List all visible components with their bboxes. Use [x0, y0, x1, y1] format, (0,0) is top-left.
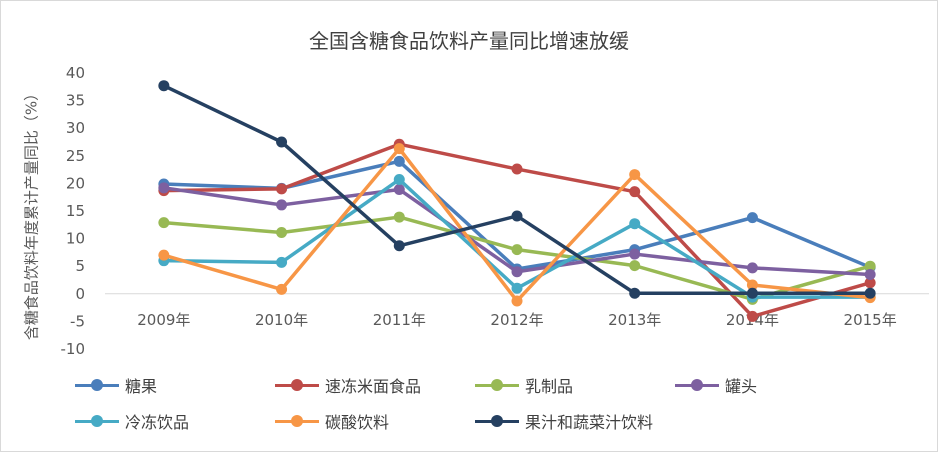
data-point [746, 262, 758, 274]
data-point [864, 287, 876, 299]
data-point [393, 183, 405, 195]
legend-swatch-marker [91, 415, 103, 427]
legend-item: 冷冻饮品 [75, 409, 189, 433]
data-point [746, 212, 758, 224]
x-tick-label: 2010年 [255, 311, 308, 329]
chart-title: 全国含糖食品饮料产量同比增速放缓 [309, 29, 629, 53]
legend-swatch [275, 379, 319, 391]
legend-item: 罐头 [675, 373, 757, 397]
data-point [393, 143, 405, 155]
legend-swatch [275, 415, 319, 427]
legend-swatch-marker [691, 379, 703, 391]
y-tick-label: 10 [66, 230, 85, 248]
legend-label: 糖果 [125, 377, 158, 396]
data-point [158, 217, 170, 229]
legend-label: 碳酸饮料 [325, 413, 390, 432]
legend-item: 果汁和蔬菜汁饮料 [475, 409, 653, 433]
legend-swatch-marker [291, 415, 303, 427]
data-point [276, 136, 288, 148]
data-point [629, 287, 641, 299]
data-point [629, 218, 641, 230]
legend-item: 糖果 [75, 373, 157, 397]
data-point [746, 310, 758, 322]
data-point [393, 211, 405, 223]
data-point [158, 182, 170, 194]
x-tick-label: 2009年 [137, 311, 190, 329]
series-4 [158, 182, 876, 280]
legend-swatch-marker [491, 379, 503, 391]
data-point [746, 287, 758, 299]
legend-swatch [475, 415, 519, 427]
y-tick-label: 35 [66, 92, 85, 110]
legend-item: 乳制品 [475, 373, 573, 397]
data-point [511, 163, 523, 175]
data-point [276, 199, 288, 211]
data-point [629, 169, 641, 181]
data-point [158, 80, 170, 92]
data-point [629, 260, 641, 272]
data-point [864, 260, 876, 272]
data-point [511, 244, 523, 256]
data-point [276, 256, 288, 268]
data-point [276, 227, 288, 239]
legend-label: 速冻米面食品 [325, 377, 422, 396]
data-point [511, 295, 523, 307]
y-tick-label: -5 [70, 312, 85, 330]
plot-area: 40 35 30 25 20 15 10 5 0 -5 -10 2009年 2010年 2011年 2012… [61, 64, 929, 358]
data-point [393, 155, 405, 167]
y-tick-label: 25 [66, 147, 85, 165]
y-tick-label: 15 [66, 202, 85, 220]
data-point [276, 183, 288, 195]
series-line [162, 177, 872, 299]
legend-label: 罐头 [725, 377, 758, 396]
legend-swatch [675, 379, 719, 391]
x-tick-label: 2012年 [490, 311, 543, 329]
legend-label: 冷冻饮品 [125, 413, 190, 432]
legend-label: 乳制品 [525, 377, 574, 396]
legend-swatch [475, 379, 519, 391]
data-point [864, 277, 876, 289]
legend-label: 果汁和蔬菜汁饮料 [525, 413, 654, 432]
y-tick-label: 0 [75, 285, 85, 303]
data-point [393, 174, 405, 186]
legend-swatch-marker [291, 379, 303, 391]
x-tick-label: 2015年 [844, 311, 897, 329]
series-6 [158, 143, 876, 307]
data-point [864, 268, 876, 280]
data-point [276, 283, 288, 295]
data-point [511, 210, 523, 222]
data-point [158, 249, 170, 261]
y-tick-label: 40 [66, 64, 85, 82]
legend-swatch-marker [91, 379, 103, 391]
data-point [629, 248, 641, 260]
data-point [629, 186, 641, 198]
legend-swatch-marker [491, 415, 503, 427]
legend-item: 速冻米面食品 [275, 373, 421, 397]
legend-item: 碳酸饮料 [275, 409, 389, 433]
data-point [511, 266, 523, 278]
y-tick-label: -10 [61, 340, 86, 358]
data-point [746, 279, 758, 291]
series-7 [158, 80, 876, 299]
y-tick-label: 20 [66, 174, 85, 192]
legend-swatch [75, 379, 119, 391]
y-tick-label: 30 [66, 119, 85, 137]
y-tick-label: 5 [75, 257, 85, 275]
x-tick-label: 2011年 [373, 311, 426, 329]
data-point [511, 282, 523, 294]
x-tick-label: 2013年 [608, 311, 661, 329]
legend-swatch [75, 415, 119, 427]
data-point [393, 240, 405, 252]
